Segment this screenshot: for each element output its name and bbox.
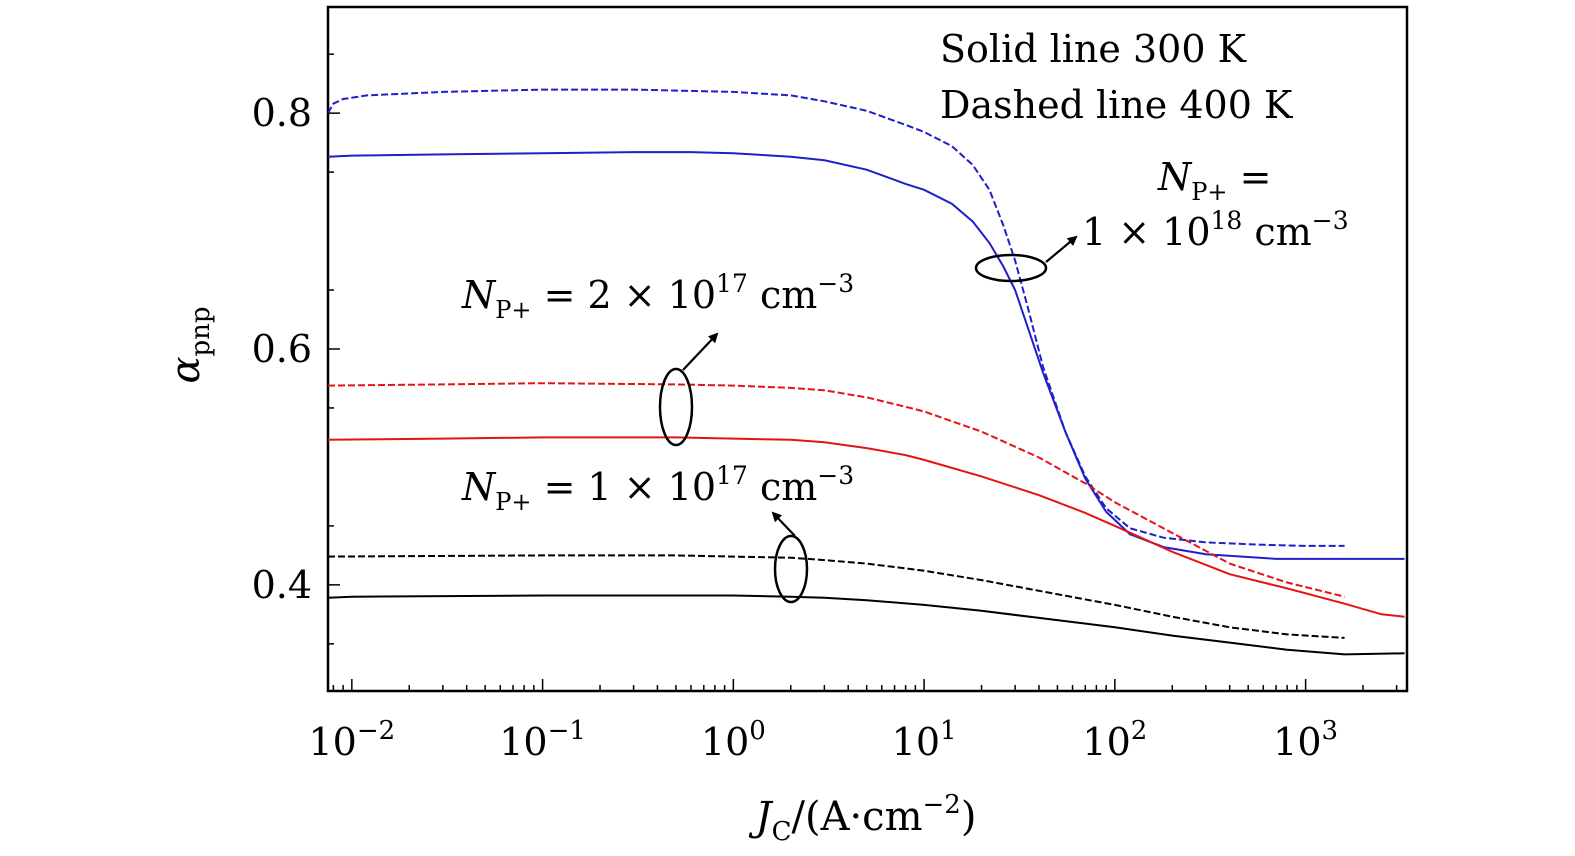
y-tick-label: 0.4	[252, 563, 312, 607]
y-tick-label: 0.8	[252, 91, 312, 135]
x-tick-label: 10−2	[308, 716, 395, 764]
legend-dashed-line: Dashed line 400 K	[940, 83, 1293, 127]
annotation-npp-1e18-line2: 1 × 1018 cm−3	[1082, 206, 1349, 254]
y-axis-title: αpnp	[163, 306, 216, 383]
x-tick-label: 103	[1273, 716, 1338, 764]
tick-layer: 10−2 10−1 100 101 102 103 0.4 0.6 0.8	[252, 53, 1398, 764]
ellipse-1e17	[773, 534, 809, 604]
annotation-npp-1e17: NP+ = 1 × 1017 cm−3	[461, 461, 854, 516]
series-line-1e17-dashed	[327, 554, 1345, 639]
ellipse-1e18	[974, 253, 1048, 283]
arrow-2e17	[682, 332, 719, 371]
annotation-npp-2e17: NP+ = 2 × 1017 cm−3	[461, 269, 854, 324]
x-tick-label: 10−1	[499, 716, 586, 764]
y-tick-label: 0.6	[252, 327, 312, 371]
series-line-1e17-solid	[327, 594, 1405, 656]
x-tick-label: 102	[1082, 716, 1147, 764]
arrow-1e17	[771, 511, 796, 537]
x-axis-title: JC/(A·cm−2)	[749, 790, 977, 847]
ellipse-2e17	[658, 367, 694, 447]
series-line-1e18-dashed	[327, 88, 1345, 547]
annotation-npp-1e18-line1: NP+ =	[1157, 155, 1271, 206]
legend-solid-line: Solid line 300 K	[940, 27, 1247, 71]
series-line-2e17-dashed	[327, 382, 1345, 598]
arrow-1e18	[1045, 235, 1078, 263]
x-tick-label: 101	[892, 716, 957, 764]
series-layer	[327, 88, 1405, 656]
x-tick-label: 100	[701, 716, 766, 764]
